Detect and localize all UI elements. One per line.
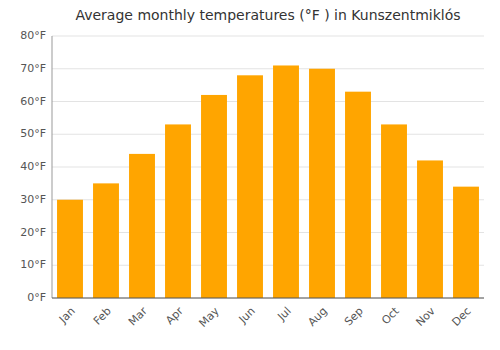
x-tick-label: Jul (274, 305, 293, 324)
bar (129, 154, 155, 298)
x-tick-label: Feb (91, 305, 114, 328)
bar (417, 160, 443, 298)
y-tick-label: 0°F (27, 291, 46, 304)
x-tick-label: Nov (413, 304, 438, 329)
grid-line (52, 298, 484, 299)
x-tick-label: Apr (163, 304, 186, 327)
y-tick-label: 10°F (20, 258, 46, 271)
y-tick-label: 20°F (20, 226, 46, 239)
chart-svg: 0°F 10°F 20°F 30°F 40°F 50°F 60°F 70°F 80°F Jan Fe… (0, 0, 500, 350)
bar (93, 183, 119, 298)
bar (273, 65, 299, 298)
x-tick-label: Jan (56, 305, 78, 327)
y-tick-label: 80°F (20, 29, 46, 42)
x-tick-label: May (196, 304, 222, 330)
x-axis: Jan Feb Mar Apr May Jun Jul Aug Sep Oct Nov Dec (56, 304, 474, 330)
y-tick-label: 30°F (20, 193, 46, 206)
grid-line (52, 68, 484, 69)
bar (201, 95, 227, 298)
bar (345, 92, 371, 298)
bar (453, 187, 479, 298)
bars (57, 65, 479, 298)
x-tick-label: Aug (305, 305, 329, 329)
x-tick-label: Mar (126, 304, 150, 328)
y-axis-line (52, 36, 53, 298)
y-axis: 0°F 10°F 20°F 30°F 40°F 50°F 60°F 70°F 80°F (20, 29, 46, 304)
x-tick-label: Sep (342, 305, 366, 329)
chart-container: 0°F 10°F 20°F 30°F 40°F 50°F 60°F 70°F 80°F Jan Fe… (0, 0, 500, 350)
x-axis-line (52, 298, 484, 299)
x-tick-label: Jun (236, 305, 258, 327)
y-tick-label: 50°F (20, 127, 46, 140)
grid (52, 36, 484, 298)
bar (309, 69, 335, 298)
y-tick-label: 70°F (20, 62, 46, 75)
y-tick-label: 60°F (20, 95, 46, 108)
bar (165, 124, 191, 298)
grid-line (52, 101, 484, 102)
grid-line (52, 36, 484, 37)
bar (237, 75, 263, 298)
x-tick-label: Oct (379, 304, 402, 327)
y-tick-label: 40°F (20, 160, 46, 173)
chart-title: Average monthly temperatures (°F ) in Ku… (75, 7, 460, 23)
grid-line (52, 134, 484, 135)
bar (381, 124, 407, 298)
x-tick-label: Dec (450, 305, 474, 329)
bar (57, 200, 83, 298)
